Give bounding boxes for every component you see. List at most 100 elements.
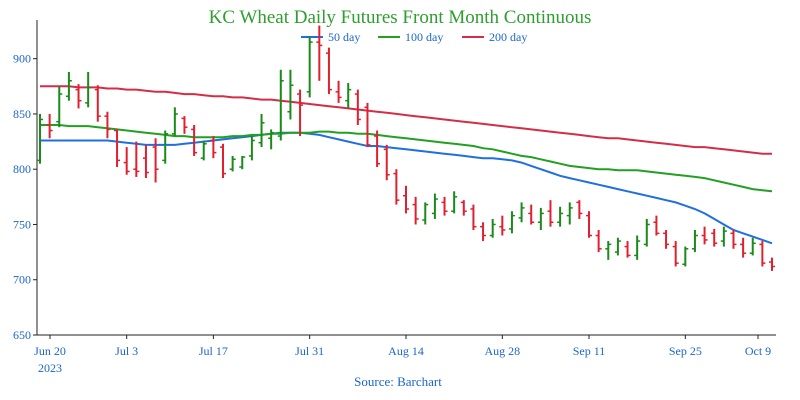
price-bar	[229, 155, 236, 172]
price-bar	[586, 211, 592, 238]
price-bar	[268, 129, 275, 150]
price-bar	[730, 230, 737, 249]
x-tick-label: Aug 28	[484, 344, 520, 358]
price-bar	[614, 237, 621, 256]
price-bar	[306, 36, 313, 98]
price-bar	[576, 200, 583, 219]
price-bar	[508, 211, 515, 234]
price-bar	[403, 185, 409, 214]
price-bar	[65, 71, 72, 101]
price-bar	[595, 230, 602, 253]
price-bar	[634, 235, 641, 260]
price-bar	[374, 130, 381, 167]
x-tick-label: Aug 14	[388, 344, 424, 358]
legend-label-ma50: 50 day	[328, 30, 360, 44]
price-bar	[287, 69, 294, 120]
price-bar	[547, 200, 554, 227]
moving-average-lines	[40, 85, 773, 245]
y-tick-label: 750	[13, 217, 31, 231]
source-note: Source: Barchart	[354, 374, 442, 389]
price-bar	[335, 80, 342, 103]
price-bar	[518, 202, 525, 223]
price-bar	[171, 107, 178, 137]
price-bar	[537, 207, 544, 230]
price-bar	[605, 241, 612, 260]
price-bar	[499, 215, 506, 236]
y-tick-label: 650	[13, 328, 31, 342]
price-bar	[85, 71, 92, 108]
price-bar	[220, 143, 226, 179]
price-bar	[210, 136, 217, 159]
price-bar	[152, 138, 159, 183]
price-bar	[566, 202, 573, 225]
price-bar	[470, 204, 477, 230]
price-bar	[431, 193, 438, 219]
chart-title: KC Wheat Daily Futures Front Month Conti…	[209, 7, 592, 28]
price-bar	[422, 202, 429, 225]
price-bar	[624, 241, 631, 258]
x-ticks: Jun 20 Jul 3 Jul 17 Jul 31 Aug 14 Aug 28 Sep 1…	[34, 335, 771, 358]
price-bar	[297, 89, 304, 137]
price-bar	[557, 206, 564, 227]
legend-label-ma100: 100 day	[405, 30, 443, 44]
price-bar	[460, 200, 467, 216]
x-tick-label: Sep 25	[669, 344, 702, 358]
price-bar	[123, 147, 130, 175]
price-bar	[643, 218, 650, 247]
price-bar	[701, 226, 708, 245]
price-bar	[94, 85, 101, 122]
price-bar	[740, 237, 747, 258]
x-tick-label: Sep 11	[573, 344, 606, 358]
x-axis-year-label: 2023	[38, 361, 62, 375]
price-bar	[191, 125, 198, 156]
price-bar	[239, 155, 246, 170]
y-ticks: 650 700 750 800 850 900	[13, 52, 37, 342]
price-bar	[277, 69, 284, 141]
x-tick-label: Jun 20	[34, 344, 66, 358]
y-tick-label: 900	[13, 52, 31, 66]
ma-line-100-day	[40, 124, 773, 193]
price-bar	[325, 47, 332, 95]
y-tick-label: 700	[13, 273, 31, 287]
price-bar	[691, 230, 698, 253]
price-bar	[37, 113, 43, 164]
y-tick-label: 850	[13, 107, 31, 121]
price-bar	[316, 25, 323, 81]
x-tick-label: Oct 9	[745, 344, 771, 358]
price-bar	[354, 89, 361, 125]
price-bar	[441, 196, 448, 216]
price-bar	[162, 130, 169, 164]
price-bar	[364, 102, 371, 148]
price-bar	[749, 237, 756, 256]
price-bar	[142, 144, 149, 179]
price-bar	[663, 230, 670, 249]
price-bar	[114, 129, 121, 167]
price-bar	[345, 83, 352, 109]
price-bar	[682, 246, 689, 267]
price-bars	[37, 25, 775, 271]
x-tick-label: Jul 31	[295, 344, 324, 358]
price-bar	[181, 116, 188, 134]
price-bar	[104, 111, 111, 139]
price-bar	[75, 84, 82, 109]
price-bar	[133, 141, 140, 177]
price-bar	[200, 140, 207, 161]
price-bar	[412, 196, 419, 225]
x-tick-label: Jul 3	[115, 344, 138, 358]
price-bar	[248, 136, 255, 161]
price-bar	[528, 204, 535, 225]
x-tick-label: Jul 17	[199, 344, 228, 358]
price-bar	[451, 191, 458, 214]
price-bar	[46, 113, 53, 139]
price-bar	[769, 257, 775, 271]
price-bar	[56, 86, 63, 128]
ma-line-50-day	[40, 131, 773, 245]
price-bar	[383, 144, 390, 181]
price-bar	[711, 228, 718, 247]
price-bar	[720, 226, 727, 247]
ma-line-200-day	[40, 85, 772, 155]
legend-label-ma200: 200 day	[489, 30, 527, 44]
y-tick-label: 800	[13, 162, 31, 176]
price-bar	[653, 215, 660, 236]
